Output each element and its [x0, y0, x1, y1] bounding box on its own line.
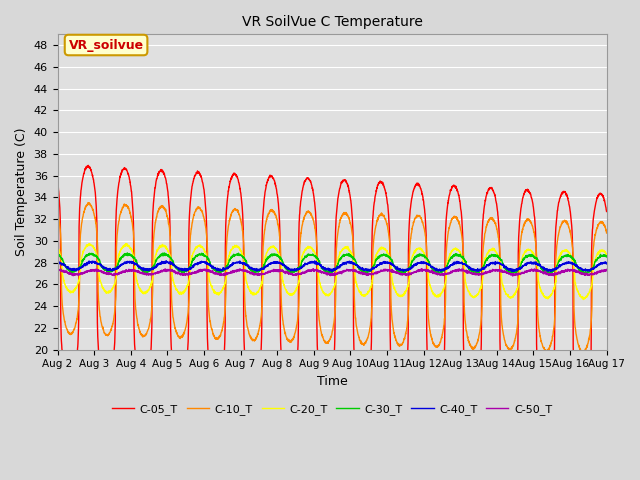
C-40_T [402, 267, 410, 273]
C-10_T [54, 210, 61, 216]
C-30_T [402, 267, 410, 273]
C-40_T [437, 267, 445, 273]
C-30_T [228, 254, 236, 260]
C-10_T [507, 347, 515, 352]
C-50_T [509, 273, 516, 279]
C-50_T [466, 269, 474, 275]
C-20_T [579, 297, 587, 302]
C-10_T [603, 230, 611, 236]
C-10_T [228, 209, 236, 215]
X-axis label: Time: Time [317, 375, 348, 388]
C-40_T [507, 268, 515, 274]
Legend: C-05_T, C-10_T, C-20_T, C-30_T, C-40_T, C-50_T: C-05_T, C-10_T, C-20_T, C-30_T, C-40_T, … [108, 399, 557, 419]
C-40_T [603, 260, 611, 265]
C-40_T [466, 265, 474, 271]
C-50_T [417, 266, 425, 272]
C-50_T [228, 270, 236, 276]
C-20_T [86, 241, 93, 247]
C-40_T [54, 259, 61, 265]
C-50_T [437, 272, 445, 278]
Line: C-05_T: C-05_T [58, 165, 607, 411]
C-20_T [507, 294, 515, 300]
Line: C-20_T: C-20_T [58, 244, 607, 300]
C-20_T [603, 251, 611, 257]
Text: VR_soilvue: VR_soilvue [68, 38, 143, 51]
C-30_T [437, 268, 445, 274]
Line: C-40_T: C-40_T [58, 261, 607, 272]
C-50_T [603, 266, 611, 272]
C-05_T [466, 398, 474, 404]
C-40_T [508, 269, 516, 275]
C-20_T [402, 289, 410, 295]
Line: C-50_T: C-50_T [58, 269, 607, 276]
C-20_T [437, 291, 445, 297]
C-30_T [54, 252, 61, 258]
C-05_T [402, 379, 410, 385]
C-30_T [466, 267, 474, 273]
C-50_T [401, 271, 409, 276]
C-30_T [437, 269, 445, 275]
C-05_T [54, 178, 61, 184]
C-50_T [54, 267, 61, 273]
Line: C-10_T: C-10_T [58, 203, 607, 352]
C-10_T [84, 200, 92, 205]
C-30_T [581, 271, 589, 277]
C-20_T [54, 244, 61, 250]
C-05_T [437, 389, 445, 395]
C-10_T [466, 343, 474, 348]
C-50_T [437, 272, 445, 278]
C-20_T [437, 292, 445, 298]
Line: C-30_T: C-30_T [58, 253, 607, 274]
C-10_T [402, 331, 410, 336]
C-05_T [578, 408, 586, 414]
C-10_T [437, 338, 445, 344]
C-10_T [437, 337, 445, 343]
C-05_T [84, 162, 92, 168]
Y-axis label: Soil Temperature (C): Soil Temperature (C) [15, 128, 28, 256]
C-40_T [162, 258, 170, 264]
C-05_T [437, 388, 445, 394]
C-40_T [437, 268, 445, 274]
C-05_T [507, 403, 515, 408]
C-50_T [507, 272, 515, 277]
C-05_T [228, 175, 236, 180]
C-20_T [228, 247, 236, 252]
C-30_T [159, 250, 167, 256]
C-30_T [507, 269, 515, 275]
C-20_T [466, 291, 474, 297]
C-05_T [603, 209, 611, 215]
C-10_T [580, 349, 588, 355]
Title: VR SoilVue C Temperature: VR SoilVue C Temperature [242, 15, 422, 29]
C-30_T [603, 253, 611, 259]
C-40_T [228, 262, 236, 267]
